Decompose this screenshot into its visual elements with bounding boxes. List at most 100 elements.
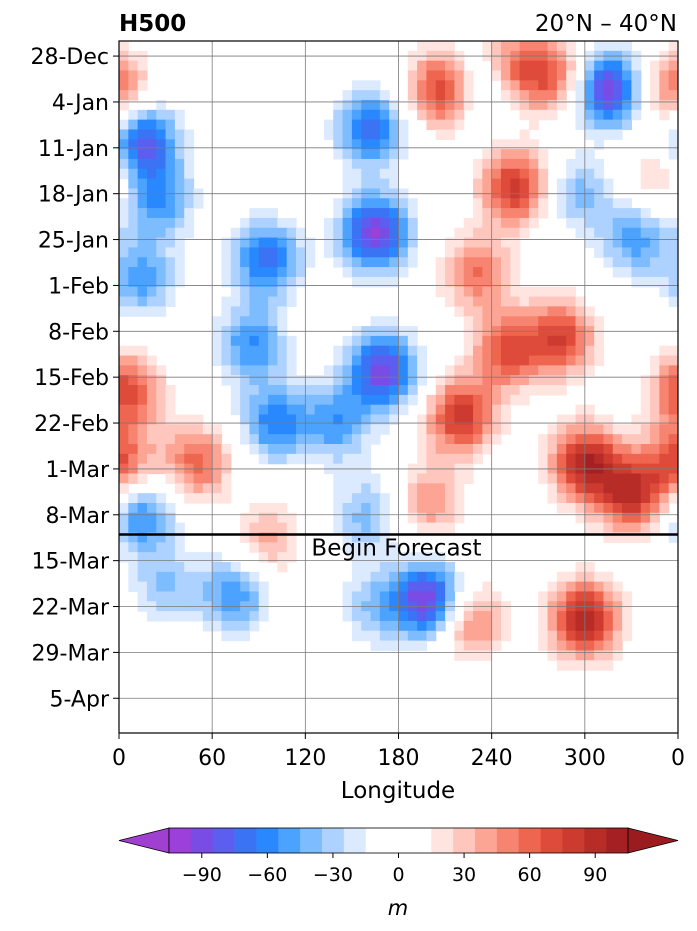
heatmap-cell [221,335,232,347]
heatmap-cell [556,630,567,642]
heatmap-cell [426,571,437,583]
heatmap-cell [128,375,139,386]
heatmap-cell [622,237,633,249]
heatmap-cell [445,41,455,52]
heatmap-cell [165,502,176,514]
heatmap-cell [612,453,623,465]
heatmap-cell [286,444,297,455]
heatmap-cell [454,90,465,101]
heatmap-cell [407,483,418,494]
heatmap-cell [594,158,605,170]
heatmap-cell [240,355,251,366]
y-tick-label: 22-Feb [34,412,109,437]
heatmap-cell [668,296,678,307]
heatmap-cell [603,591,614,602]
heatmap-cell [603,208,614,219]
heatmap-cell [119,237,129,249]
heatmap-cell [184,483,195,494]
heatmap-cell [500,286,511,298]
heatmap-cell [566,640,577,652]
heatmap-cell [584,90,595,101]
heatmap-cell [426,561,437,573]
heatmap-cell [566,581,577,593]
heatmap-cell [650,99,660,111]
heatmap-cell [556,80,567,91]
heatmap-cell [286,276,297,288]
heatmap-cell [119,119,129,131]
heatmap-cell [426,591,437,602]
heatmap-cell [650,473,660,484]
heatmap-cell [473,267,483,278]
heatmap-cell [323,237,334,249]
heatmap-cell [463,296,474,307]
heatmap-cell [333,473,344,484]
heatmap-cell [584,561,595,573]
heatmap-cell [445,561,455,573]
heatmap-cell [482,198,493,209]
heatmap-cell [612,119,623,131]
heatmap-cell [538,286,549,298]
heatmap-cell [538,109,549,121]
heatmap-cell [519,178,530,190]
heatmap-cell [398,365,409,376]
heatmap-cell [500,414,511,425]
heatmap-cell [622,532,633,543]
heatmap-cell [603,198,614,209]
heatmap-cell [668,70,678,81]
heatmap-cell [240,404,251,416]
heatmap-cell [650,453,660,465]
heatmap-cell [230,385,241,396]
heatmap-cell [389,247,400,258]
heatmap-cell [277,444,288,455]
heatmap-cell [351,168,362,180]
heatmap-cell [482,404,493,416]
heatmap-cell [547,444,558,455]
heatmap-cell [435,276,446,288]
heatmap-cell [500,424,511,435]
heatmap-cell [146,296,157,307]
heatmap-cell [146,237,157,249]
heatmap-cell [603,473,614,484]
heatmap-cell [407,99,418,111]
heatmap-cell [445,385,455,396]
heatmap-cell [435,99,446,111]
heatmap-cell [249,571,260,583]
heatmap-cell [240,296,251,307]
heatmap-cell [137,70,148,81]
heatmap-cell [482,385,493,396]
heatmap-cell [426,581,437,593]
heatmap-cell [612,129,623,140]
heatmap-cell [146,404,157,416]
heatmap-cell [640,512,651,524]
heatmap-cell [407,493,418,504]
heatmap-cell [128,493,139,504]
heatmap-cell [389,335,400,347]
heatmap-cell [491,41,502,52]
y-tick-label: 4-Jan [52,91,109,116]
heatmap-cell [379,99,390,111]
heatmap-cell [174,532,185,543]
heatmap-cell [519,139,530,150]
heatmap-cell [258,355,269,366]
heatmap-cell [426,41,437,52]
heatmap-cell [538,453,549,465]
heatmap-cell [370,276,381,288]
heatmap-cell [482,286,493,298]
heatmap-cell [156,571,167,583]
heatmap-cell [361,168,372,180]
heatmap-cell [622,630,633,642]
heatmap-cell [389,630,400,642]
heatmap-cell [454,394,465,406]
y-tick-label: 15-Mar [32,550,110,575]
heatmap-cell [137,345,148,357]
heatmap-cell [193,561,204,573]
heatmap-cell [351,385,362,396]
heatmap-cell [566,502,577,514]
heatmap-cell [370,139,381,150]
heatmap-cell [594,493,605,504]
heatmap-cell [473,434,483,445]
heatmap-cell [249,394,260,406]
heatmap-cell [491,394,502,406]
heatmap-cell [333,424,344,435]
heatmap-cell [426,630,437,642]
